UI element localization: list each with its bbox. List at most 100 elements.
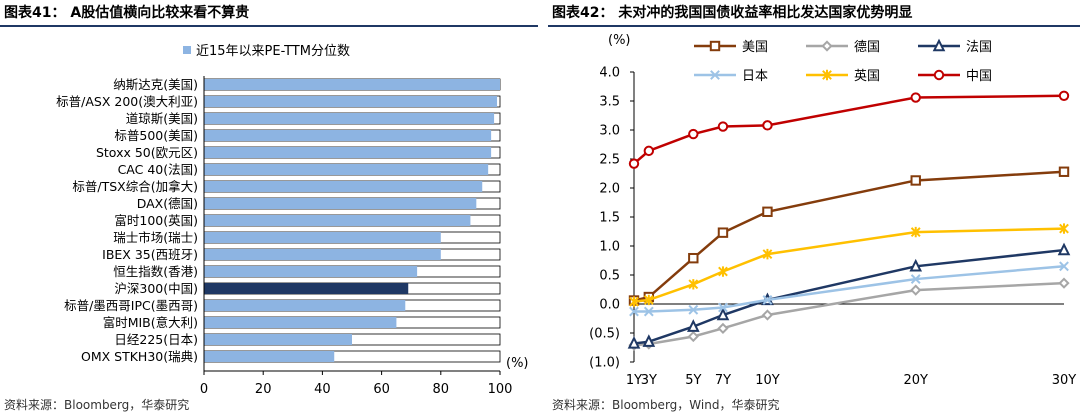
x-tick-label: 20 [255, 382, 272, 397]
bar [204, 300, 406, 311]
series-line [633, 227, 1065, 303]
category-label: 日经225(日本) [114, 332, 198, 347]
x-tick-label: 3Y [641, 373, 657, 388]
x-tick-label: 30Y [1052, 373, 1077, 388]
bar [204, 351, 335, 362]
x-tick-label: 100 [488, 382, 513, 397]
figure-title: 图表42： 未对冲的我国国债收益率相比发达国家优势明显 [552, 5, 913, 21]
legend-item: 德国 [806, 40, 880, 55]
legend-item: 法国 [918, 38, 992, 55]
bar [204, 130, 492, 141]
category-label: 富时100(英国) [114, 213, 198, 228]
data-point [710, 70, 720, 80]
x-tick-label: 60 [373, 382, 390, 397]
category-label: 纳斯达克(美国) [113, 77, 198, 92]
bar [204, 232, 441, 243]
y-axis-unit: (%) [608, 33, 631, 48]
category-label: 瑞士市场(瑞士) [113, 230, 198, 245]
source-note: 资料来源：Bloomberg，华泰研究 [4, 398, 190, 412]
x-tick-label: 7Y [715, 373, 731, 388]
line-chart: (%) 4.0 3.5 3.0 2.5 2.0 1.5 1.0 0.5 0.0 (0.5) (1.0)… [589, 33, 1077, 388]
data-point [1057, 242, 1071, 256]
data-point [1059, 223, 1069, 234]
y-tick-label: 1.0 [599, 240, 620, 255]
data-point [627, 336, 641, 349]
bar-chart-panel: 图表41： A股估值横向比较来看不算贵 近15年以来PE-TTM分位数纳斯达克(… [0, 5, 538, 412]
series-line [633, 94, 1065, 165]
series-star [629, 223, 1069, 307]
data-point [629, 306, 639, 317]
category-label: 标普/ASX 200(澳大利亚) [56, 94, 198, 109]
bar [204, 317, 397, 328]
data-point [933, 69, 945, 81]
bar [204, 96, 498, 107]
bar [204, 215, 471, 226]
x-tick-label: 1Y [626, 373, 642, 388]
data-point [932, 38, 946, 52]
y-tick-label: 3.0 [599, 124, 620, 139]
y-tick-label: (0.5) [589, 327, 620, 342]
y-tick-label: 0.5 [599, 269, 620, 284]
bar [204, 266, 418, 277]
category-label: OMX STKH30(瑞典) [81, 349, 198, 364]
category-label: 标普/墨西哥IPC(墨西哥) [64, 298, 198, 313]
x-tick-label: 5Y [685, 373, 701, 388]
data-point [762, 206, 773, 217]
line-chart-panel: 图表42： 未对冲的我国国债收益率相比发达国家优势明显 (%) 4.0 3.5 3.0… [548, 0, 1080, 418]
x-tick-label: 20Y [903, 373, 928, 388]
series-line [633, 281, 1065, 347]
data-point [910, 274, 921, 284]
series-x [629, 261, 1069, 317]
bar [204, 147, 492, 158]
unit-label: (%) [506, 356, 529, 371]
bar [204, 249, 441, 260]
category-label: 沪深300(中国) [114, 281, 198, 296]
data-point [643, 145, 655, 157]
legend-label: 近15年以来PE-TTM分位数 [196, 44, 350, 59]
x-tick-label: 80 [433, 382, 450, 397]
bar [204, 79, 500, 90]
data-point [1058, 90, 1070, 101]
category-label: 标普500(美国) [114, 128, 198, 143]
data-point [629, 296, 639, 307]
legend-item: 日本 [694, 69, 768, 84]
y-tick-label: 2.5 [599, 153, 620, 168]
data-point [688, 128, 699, 140]
data-point [642, 334, 656, 347]
category-label: 恒生指数(香港) [113, 264, 198, 279]
bar [204, 181, 483, 192]
data-point [686, 319, 700, 332]
x-tick-label: 40 [314, 382, 331, 397]
data-point [762, 295, 773, 305]
data-point [718, 266, 728, 277]
source-note: 资料来源：Bloomberg，Wind，华泰研究 [552, 398, 780, 412]
data-point [762, 248, 773, 260]
legend-item: 英国 [806, 69, 880, 84]
category-label: 标普/TSX综合(加拿大) [72, 179, 198, 194]
y-tick-label: 2.0 [599, 182, 620, 197]
data-point [1059, 261, 1069, 272]
legend-label: 美国 [742, 40, 768, 55]
data-point [717, 121, 729, 132]
data-point [910, 92, 921, 103]
data-point [628, 158, 640, 169]
bar [204, 334, 352, 345]
y-tick-label: 4.0 [599, 66, 620, 81]
category-label: IBEX 35(西班牙) [102, 247, 198, 262]
legend-item: 美国 [694, 40, 768, 55]
figure-title: 图表41： A股估值横向比较来看不算贵 [4, 5, 250, 21]
category-label: DAX(德国) [137, 196, 198, 211]
data-point [688, 252, 699, 264]
data-point [1058, 277, 1070, 289]
x-tick-label: 10Y [755, 373, 780, 388]
bar [204, 164, 489, 175]
data-point [718, 302, 728, 313]
legend-item: 中国 [918, 69, 992, 84]
title-divider [548, 25, 1080, 27]
y-tick-label: 0.0 [599, 298, 620, 313]
data-point [643, 306, 654, 317]
title-divider [0, 25, 538, 27]
legend-label: 德国 [854, 40, 880, 55]
y-tick-label: 3.5 [599, 95, 620, 110]
